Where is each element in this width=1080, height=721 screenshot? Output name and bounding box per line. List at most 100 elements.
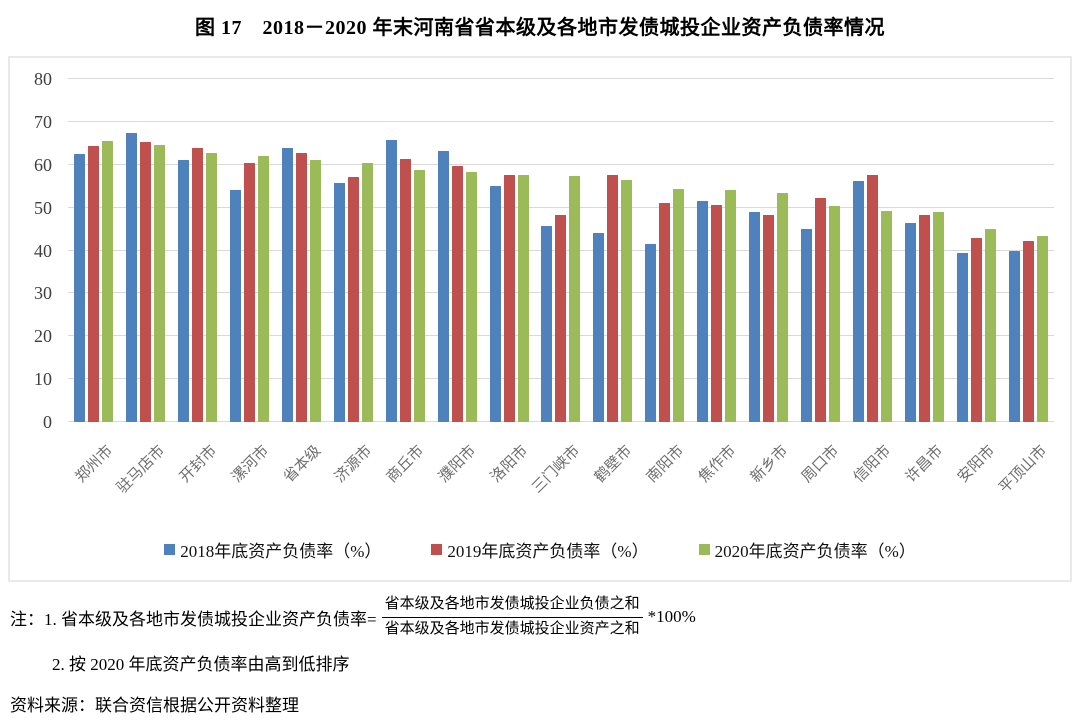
bar bbox=[385, 139, 397, 422]
bar bbox=[489, 185, 501, 422]
bar bbox=[74, 154, 86, 422]
bar bbox=[711, 204, 723, 422]
y-axis-labels: 0 10 20 30 40 50 60 70 80 bbox=[10, 69, 60, 432]
bar bbox=[310, 160, 322, 422]
x-axis-labels: 郑州市 驻马店市 开封市 漯河市 省本级 济源市 商丘市 濮阳市 洛阳市 三门峡市 鹤壁市 南阳市 焦作… bbox=[68, 428, 1054, 553]
bar-groups bbox=[68, 79, 1054, 422]
bar bbox=[140, 142, 152, 422]
bar bbox=[697, 201, 709, 422]
bar bbox=[828, 205, 840, 422]
note-1-text: 注：1. 省本级及各地市发债城投企业资产负债率= bbox=[10, 609, 377, 629]
gridline bbox=[68, 163, 1054, 165]
fraction-numerator: 省本级及各地市发债城投企业负债之和 bbox=[381, 594, 643, 618]
bar bbox=[904, 222, 916, 422]
bar bbox=[333, 183, 345, 422]
bar bbox=[852, 181, 864, 422]
bar-group bbox=[691, 79, 743, 422]
legend-item: 2018年底资产负债率（%） bbox=[164, 537, 381, 562]
bar-group bbox=[68, 79, 120, 422]
y-tick-label: 40 bbox=[34, 240, 52, 261]
bar bbox=[126, 132, 138, 422]
fraction-denominator: 省本级及各地市发债城投企业资产之和 bbox=[384, 620, 640, 637]
bar bbox=[621, 179, 633, 422]
y-tick-label: 0 bbox=[43, 412, 52, 432]
bar bbox=[1036, 236, 1048, 422]
source-line: 资料来源：联合资信根据公开资料整理 bbox=[10, 695, 299, 715]
legend-label: 2019年底资产负债率（%） bbox=[447, 542, 649, 561]
legend-swatch bbox=[164, 544, 176, 555]
bar bbox=[956, 253, 968, 422]
note-1: 注：1. 省本级及各地市发债城投企业资产负债率= 省本级及各地市发债城投企业负债… bbox=[10, 594, 1072, 641]
bar-group bbox=[483, 79, 535, 422]
bar-group bbox=[587, 79, 639, 422]
bar bbox=[451, 166, 463, 422]
bar bbox=[154, 144, 166, 422]
bar bbox=[282, 148, 294, 422]
legend-swatch bbox=[431, 544, 443, 555]
bar bbox=[918, 215, 930, 422]
bar bbox=[244, 163, 256, 422]
bar-group bbox=[950, 79, 1002, 422]
y-tick-label: 20 bbox=[34, 326, 52, 347]
notes-section: 注：1. 省本级及各地市发债城投企业资产负债率= 省本级及各地市发债城投企业负债… bbox=[10, 594, 1072, 716]
bar bbox=[880, 210, 892, 422]
legend-item: 2020年底资产负债率（%） bbox=[698, 537, 916, 562]
note-2: 2. 按 2020 年底资产负债率由高到低排序 bbox=[52, 654, 350, 674]
bar bbox=[800, 229, 812, 422]
bar bbox=[258, 156, 270, 422]
bar-group bbox=[431, 79, 483, 422]
bar bbox=[970, 238, 982, 422]
bar-group bbox=[898, 79, 950, 422]
bar bbox=[777, 193, 789, 422]
bar-group bbox=[743, 79, 795, 422]
y-tick-label: 30 bbox=[34, 283, 52, 304]
legend-item: 2019年底资产负债率（%） bbox=[431, 537, 649, 562]
bar bbox=[206, 153, 218, 422]
bar bbox=[437, 150, 449, 422]
bar-group bbox=[639, 79, 691, 422]
legend-label: 2018年底资产负债率（%） bbox=[180, 542, 382, 561]
bar-group bbox=[327, 79, 379, 422]
y-tick-label: 10 bbox=[34, 369, 52, 390]
formula-fraction: 省本级及各地市发债城投企业负债之和 省本级及各地市发债城投企业资产之和 bbox=[381, 594, 643, 641]
gridline bbox=[68, 120, 1054, 122]
note-1-suffix: *100% bbox=[647, 607, 696, 627]
bar bbox=[413, 170, 425, 422]
bar bbox=[814, 197, 826, 422]
bar-group bbox=[535, 79, 587, 422]
legend-swatch bbox=[698, 544, 710, 555]
y-tick-label: 80 bbox=[34, 69, 52, 89]
bar bbox=[593, 232, 605, 422]
bar bbox=[555, 214, 567, 422]
gridline bbox=[68, 78, 1054, 79]
bar bbox=[866, 175, 878, 422]
bar bbox=[192, 147, 204, 422]
bar bbox=[1022, 240, 1034, 422]
bar bbox=[749, 211, 761, 422]
bar bbox=[503, 174, 515, 422]
bar bbox=[569, 175, 581, 422]
y-tick-label: 50 bbox=[34, 197, 52, 218]
bar bbox=[1008, 250, 1020, 422]
y-tick-label: 60 bbox=[34, 154, 52, 175]
legend: 2018年底资产负债率（%） 2019年底资产负债率（%） 2020年底资产负债率（… bbox=[10, 537, 1070, 562]
bar bbox=[725, 190, 737, 422]
bar-group bbox=[379, 79, 431, 422]
gridline bbox=[68, 206, 1054, 208]
bar bbox=[984, 229, 996, 422]
bar bbox=[361, 163, 373, 422]
bar bbox=[659, 202, 671, 422]
bar bbox=[607, 175, 619, 422]
bar bbox=[347, 176, 359, 422]
bar bbox=[230, 190, 242, 422]
bar bbox=[763, 215, 775, 422]
bar-group bbox=[224, 79, 276, 422]
bar bbox=[399, 159, 411, 422]
bar bbox=[517, 175, 529, 422]
y-tick-label: 70 bbox=[34, 111, 52, 132]
legend-label: 2020年底资产负债率（%） bbox=[714, 542, 916, 561]
chart-title: 图 17 2018－2020 年末河南省省本级及各地市发债城投企业资产负债率情况 bbox=[195, 17, 885, 39]
bar-group bbox=[120, 79, 172, 422]
bar bbox=[102, 141, 114, 422]
